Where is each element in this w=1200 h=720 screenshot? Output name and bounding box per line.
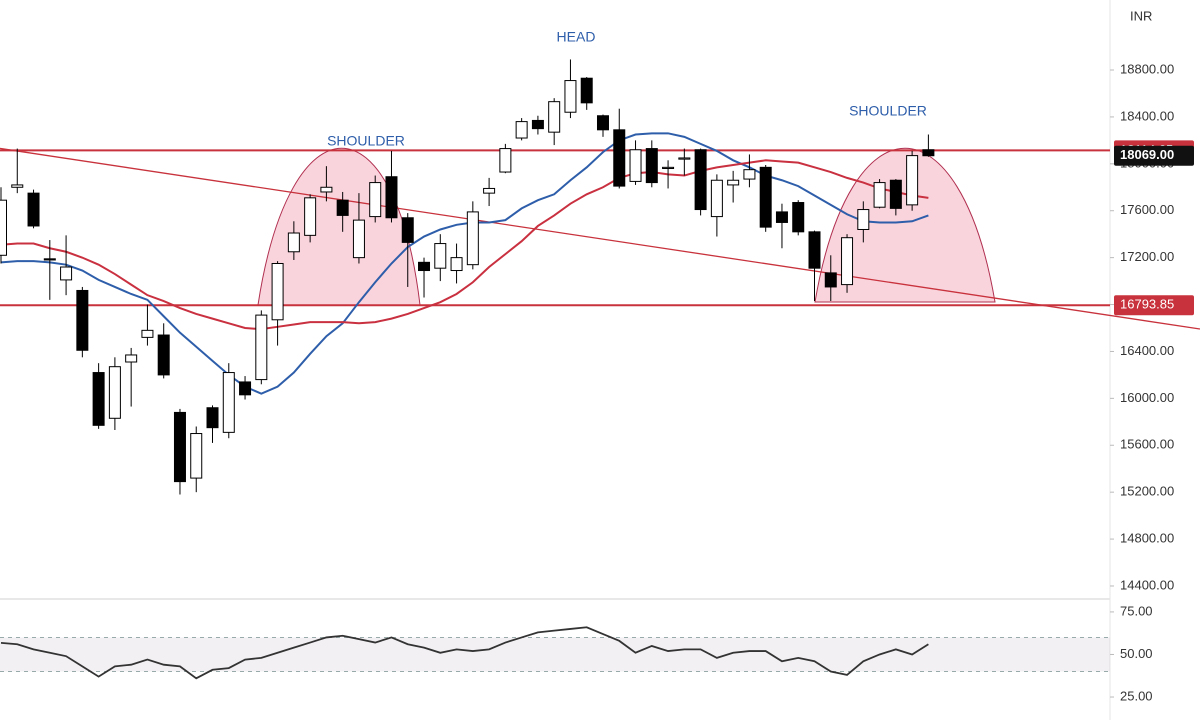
candle-body	[157, 334, 170, 376]
candle-body	[401, 217, 414, 243]
candle-body	[580, 77, 593, 104]
moving-average	[0, 159, 929, 331]
candle-body	[92, 372, 105, 426]
candle-body	[662, 166, 675, 170]
last-price-tag	[1114, 145, 1194, 166]
y-tick-label: 17200.00	[1120, 249, 1174, 264]
candle-body	[841, 237, 854, 286]
candle-body	[596, 115, 609, 131]
candle-body	[824, 272, 837, 288]
candle-body	[141, 329, 154, 338]
candle-body	[873, 182, 886, 208]
candle-body	[743, 169, 756, 180]
candle-body	[515, 121, 528, 139]
candle-body	[808, 231, 821, 269]
candle-body	[483, 187, 496, 194]
currency-label: INR	[1130, 8, 1152, 23]
pattern-annotation: HEAD	[557, 29, 596, 45]
y-tick-label: 14400.00	[1120, 577, 1174, 592]
candle-body	[857, 209, 870, 230]
last-price-label: 18069.00	[1120, 147, 1174, 162]
y-tick-label: 50.00	[1120, 646, 1153, 661]
level-tag	[1114, 295, 1194, 316]
candle-body	[499, 148, 512, 173]
candle-body	[548, 101, 561, 133]
candle-body	[792, 202, 805, 233]
candle-body	[727, 179, 740, 186]
moving-average	[0, 132, 929, 395]
candle-body	[694, 149, 707, 211]
candle-body	[336, 199, 349, 216]
candle-body	[531, 119, 544, 130]
y-tick-label: 14800.00	[1120, 531, 1174, 546]
plot: 14400.00 14800.00 15200.00 15600.00 16000.00…	[0, 8, 1200, 703]
candle-body	[108, 366, 121, 419]
y-tick-label: 25.00	[1120, 688, 1153, 703]
y-tick-label: 16400.00	[1120, 343, 1174, 358]
y-tick-label: 75.00	[1120, 603, 1153, 618]
candle-body	[645, 148, 658, 184]
candle-body	[352, 219, 365, 259]
y-tick-label: 16000.00	[1120, 390, 1174, 405]
candle-body	[27, 192, 40, 227]
y-tick-label: 15200.00	[1120, 484, 1174, 499]
candle-body	[287, 232, 300, 253]
pattern-annotation: SHOULDER	[849, 103, 927, 119]
y-tick-label: 15600.00	[1120, 437, 1174, 452]
candle-body	[206, 407, 219, 429]
pattern-annotation: SHOULDER	[327, 133, 405, 149]
candle-body	[239, 381, 252, 396]
candle-body	[60, 266, 73, 281]
candle-body	[466, 211, 479, 266]
candle-body	[271, 262, 284, 321]
candle-body	[76, 289, 89, 351]
band	[0, 637, 1110, 672]
candle-body	[775, 211, 788, 223]
candle-body	[11, 184, 24, 188]
candle-body	[922, 149, 935, 157]
candle-body	[418, 261, 431, 272]
candle-body	[710, 179, 723, 218]
candle-body	[906, 155, 919, 206]
candle-body	[759, 166, 772, 228]
candle-body	[255, 314, 268, 381]
candle-body	[320, 186, 333, 193]
candle-body	[434, 243, 447, 269]
candle-body	[0, 199, 7, 256]
candle-body	[889, 179, 902, 209]
candle-body	[190, 433, 203, 479]
y-tick-label: 17600.00	[1120, 202, 1174, 217]
level-label: 16793.85	[1120, 297, 1174, 312]
candle-body	[613, 129, 626, 187]
candle-body	[385, 176, 398, 219]
trendline	[0, 147, 1200, 330]
candle-body	[629, 149, 642, 182]
y-tick-label: 18400.00	[1120, 108, 1174, 123]
candle-body	[369, 182, 382, 218]
candle-body	[450, 257, 463, 272]
candle-body	[43, 258, 56, 261]
candle-body	[564, 80, 577, 113]
candle-body	[173, 411, 186, 483]
candle-body	[222, 372, 235, 433]
right-shoulder-shape	[814, 148, 996, 303]
y-tick-label: 18800.00	[1120, 61, 1174, 76]
candle-body	[304, 197, 317, 236]
candle-body	[125, 354, 138, 363]
candle-body	[678, 157, 691, 160]
rsi-line	[0, 626, 929, 680]
